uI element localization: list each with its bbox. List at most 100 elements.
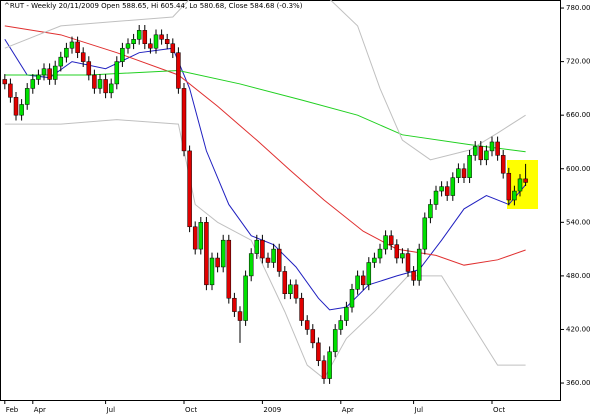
candle-body xyxy=(243,275,248,321)
candle-body xyxy=(299,297,304,321)
candle-body xyxy=(58,56,64,67)
x-tick-label: Jul xyxy=(106,406,116,414)
candle-body xyxy=(360,275,366,286)
x-tick-label: Jul xyxy=(414,406,424,414)
candle-body xyxy=(388,235,394,245)
candle-body xyxy=(444,186,450,196)
candle-body xyxy=(86,61,92,76)
candle-body xyxy=(226,239,232,299)
candle-body xyxy=(24,88,30,105)
candle-body xyxy=(506,172,512,201)
candle-body xyxy=(92,74,97,89)
candle-body xyxy=(523,178,528,183)
candle-body xyxy=(254,239,260,254)
candle-body xyxy=(517,178,523,192)
x-tick-label: 2009 xyxy=(263,406,281,414)
candle-body xyxy=(125,43,131,49)
candle-body xyxy=(400,253,405,259)
candle-body xyxy=(30,79,36,89)
candle-body xyxy=(198,222,204,250)
candle-body xyxy=(478,146,484,161)
candle-body xyxy=(204,222,209,286)
candle-body xyxy=(366,262,372,286)
candle-body xyxy=(439,186,444,192)
y-tick-label: 720.00 xyxy=(566,58,591,66)
candle-body xyxy=(114,61,120,85)
candle-body xyxy=(215,257,220,268)
candle-body xyxy=(383,235,388,250)
candle-body xyxy=(433,190,439,205)
candle-body xyxy=(80,52,86,62)
candle-body xyxy=(131,39,136,44)
candle-body xyxy=(170,43,176,53)
candle-body xyxy=(260,239,265,259)
candle-body xyxy=(377,248,383,259)
candle-body xyxy=(472,146,478,156)
candle-body xyxy=(489,141,495,152)
candle-body xyxy=(148,43,153,49)
overlay-line xyxy=(4,39,526,311)
candle-body xyxy=(394,244,400,259)
candle-body xyxy=(282,271,288,294)
candle-body xyxy=(8,83,13,98)
candle-body xyxy=(304,320,310,330)
candle-body xyxy=(13,97,19,116)
y-tick-label: 780.00 xyxy=(566,4,591,12)
y-tick-label: 600.00 xyxy=(566,165,591,173)
candle-body xyxy=(288,284,293,295)
candle-body xyxy=(416,248,422,281)
candle-body xyxy=(47,68,52,80)
candle-body xyxy=(422,217,428,250)
candle-body xyxy=(500,155,506,174)
candle-body xyxy=(159,34,164,40)
overlay-line xyxy=(4,25,526,266)
candle-body xyxy=(310,329,316,344)
candle-body xyxy=(355,275,360,290)
candle-body xyxy=(450,177,456,196)
candle-body xyxy=(344,306,349,321)
candle-body xyxy=(36,74,41,80)
x-tick-label: Oct xyxy=(493,406,505,414)
candle-body xyxy=(512,190,517,201)
candle-body xyxy=(405,253,411,272)
candle-body xyxy=(41,68,47,76)
overlays xyxy=(4,0,526,380)
candle-body xyxy=(153,34,159,49)
candle-body xyxy=(293,284,299,299)
candle-body xyxy=(428,204,433,219)
candle-body xyxy=(108,83,114,94)
y-tick-label: 540.00 xyxy=(566,218,591,226)
candle-body xyxy=(64,47,69,58)
candle-body xyxy=(232,297,237,312)
candle-body xyxy=(181,88,187,152)
y-tick-label: 360.00 xyxy=(566,379,591,387)
candle-body xyxy=(411,271,416,281)
candle-body xyxy=(484,150,489,161)
x-tick-label: Apr xyxy=(342,406,354,414)
candle-body xyxy=(220,239,226,268)
overlay-line xyxy=(4,119,526,380)
x-tick-label: Feb xyxy=(6,406,19,414)
plot-frame xyxy=(0,0,561,401)
candle-body xyxy=(192,226,198,250)
candle-body xyxy=(332,329,338,353)
candle-body xyxy=(461,168,467,178)
candle-body xyxy=(327,351,332,379)
candle-body xyxy=(495,141,500,156)
candle-body xyxy=(2,79,8,85)
candle-body xyxy=(75,41,80,53)
candle-body xyxy=(52,65,58,80)
candle-body xyxy=(372,257,377,263)
candle-body xyxy=(248,253,254,277)
candle-body xyxy=(176,52,181,89)
y-tick-label: 420.00 xyxy=(566,325,591,333)
candle-body xyxy=(209,257,215,286)
candle-body xyxy=(142,30,148,45)
candle-body xyxy=(456,168,461,178)
x-tick-label: Apr xyxy=(34,406,46,414)
candle-body xyxy=(316,342,321,361)
candle-body xyxy=(467,155,472,178)
candle-body xyxy=(338,320,344,330)
y-tick-label: 660.00 xyxy=(566,111,591,119)
